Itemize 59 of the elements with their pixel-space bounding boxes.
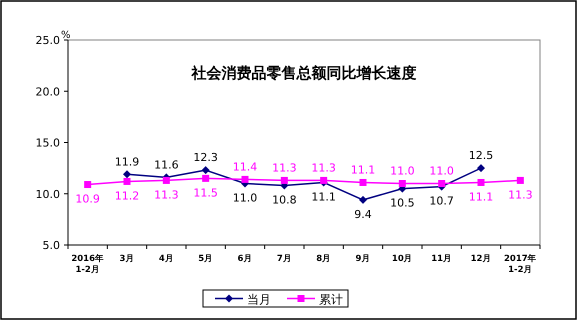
x-tick-label: 8月 (316, 253, 332, 264)
data-label: 11.4 (232, 160, 258, 174)
point (280, 176, 288, 184)
y-tick-label: 20.0 (36, 85, 60, 98)
data-label: 11.3 (272, 161, 297, 174)
x-tick-label: 4月 (158, 253, 174, 264)
data-label: 11.2 (114, 189, 140, 202)
data-label: 11.9 (114, 155, 140, 168)
data-label: 12.5 (468, 149, 494, 162)
x-tick-label: 3月 (120, 253, 134, 264)
point (123, 170, 131, 178)
legend-label: 当月 (247, 292, 271, 306)
data-label: 10.7 (429, 194, 454, 208)
y-tick-label: 15.0 (36, 136, 60, 150)
point (242, 176, 248, 183)
data-label: 11.0 (390, 164, 415, 178)
x-tick-label: 2016年 1-2月 (71, 253, 104, 275)
data-label: 11.6 (154, 158, 179, 172)
point (359, 196, 367, 204)
text: 社会消费品零售总额同比增长速度 (190, 64, 416, 82)
data-label: 12.3 (193, 151, 218, 164)
data-label: 10.5 (390, 196, 415, 210)
data-label: 11.3 (311, 161, 336, 174)
data-label: 11.1 (468, 190, 494, 204)
data-label: 11.3 (154, 188, 179, 202)
x-tick-label: 11月 (431, 253, 452, 264)
data-label: 9.4 (354, 208, 372, 221)
point (84, 181, 92, 188)
x-tick-label: 12月 (470, 253, 492, 264)
point (478, 178, 484, 186)
x-tick-label: 10月 (392, 253, 413, 264)
y-tick-label: 5.0 (42, 239, 60, 252)
point (202, 174, 210, 182)
y-tick-label: 10.0 (36, 188, 60, 201)
x-tick-label: 9月 (356, 253, 370, 264)
point (124, 178, 130, 185)
point (398, 180, 406, 187)
point (320, 176, 328, 184)
data-label: 11.1 (311, 190, 336, 204)
legend-label: 累计 (319, 292, 343, 306)
data-label: 11.0 (429, 164, 454, 178)
y-tick-label: 25.0 (36, 34, 60, 47)
point (162, 176, 170, 184)
point (360, 178, 366, 186)
point (202, 166, 210, 174)
x-tick-label: 7月 (276, 253, 292, 264)
data-label: 11.1 (350, 163, 376, 176)
data-label: 11.5 (193, 186, 218, 200)
data-label: 11.0 (232, 192, 258, 204)
point (516, 176, 524, 184)
data-label: 11.3 (508, 188, 533, 202)
x-tick-label: 6月 (238, 253, 252, 264)
x-tick-label: 2017年 1-2月 (504, 253, 537, 275)
y-axis-title: % (61, 30, 71, 41)
data-label: 10.8 (272, 194, 297, 207)
point (438, 180, 446, 187)
point (477, 164, 485, 172)
data-label: 10.9 (75, 192, 100, 206)
x-tick-label: 5月 (198, 253, 214, 264)
